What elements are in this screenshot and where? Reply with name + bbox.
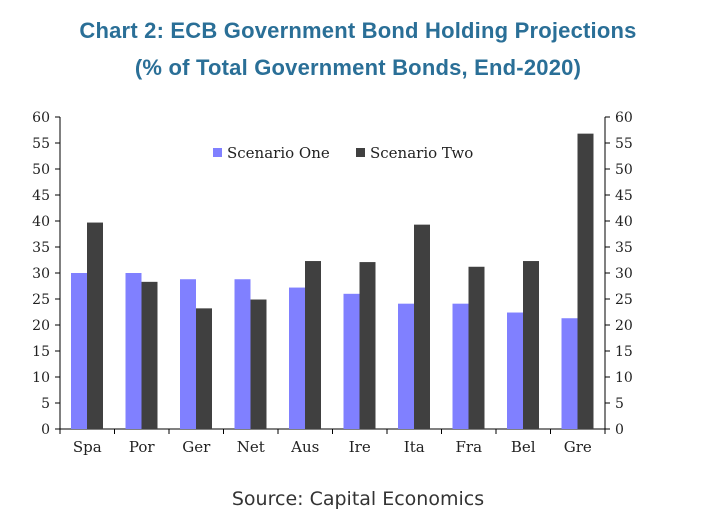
- legend-swatch-scenario-two: [356, 148, 365, 157]
- right-tick-label: 45: [615, 188, 633, 204]
- left-tick-label: 40: [32, 214, 50, 230]
- left-tick-label: 25: [32, 292, 50, 308]
- left-tick-label: 15: [32, 344, 50, 360]
- left-tick-label: 50: [32, 162, 50, 178]
- x-tick-label: Aus: [290, 438, 319, 456]
- right-tick-label: 60: [615, 110, 633, 126]
- bar-scenario-two: [250, 299, 267, 429]
- x-axis: Spa Por Ger Net Aus Ire Ita Fra Bel Gre: [59, 428, 606, 456]
- bar-scenario-two: [141, 281, 158, 429]
- legend-swatch-scenario-one: [213, 148, 222, 157]
- chart-title: Chart 2: ECB Government Bond Holding Pro…: [79, 18, 637, 43]
- bar-scenario-two: [577, 133, 594, 429]
- right-tick-label: 55: [615, 136, 633, 152]
- bar-scenario-one: [398, 303, 414, 429]
- x-tick-label: Ger: [182, 438, 211, 456]
- right-tick-label: 25: [615, 292, 633, 308]
- bar-scenario-two: [305, 261, 321, 429]
- left-tick-label: 20: [32, 318, 50, 334]
- bar-chart: 0 5 10 15 20 25 30 35 40 45 50 55 60 0 5 10 15 20 25 30 35 4…: [32, 110, 633, 456]
- chart-subtitle: (% of Total Government Bonds, End-2020): [134, 55, 582, 80]
- left-tick-label: 60: [32, 110, 50, 126]
- bar-scenario-two: [414, 224, 430, 429]
- bar-scenario-one: [125, 273, 142, 429]
- bar-scenario-two: [523, 261, 539, 429]
- bar-scenario-two: [468, 266, 485, 429]
- x-tick-label: Fra: [455, 438, 482, 456]
- bar-scenario-two: [196, 308, 212, 429]
- right-tick-label: 35: [615, 240, 633, 256]
- source-note: Source: Capital Economics: [231, 488, 485, 510]
- right-tick-label: 40: [615, 214, 633, 230]
- bars: [71, 133, 594, 429]
- left-y-axis: 0 5 10 15 20 25 30 35 40 45 50 55 60: [32, 110, 61, 438]
- x-tick-label: Gre: [564, 438, 592, 456]
- right-tick-label: 5: [615, 396, 624, 412]
- bar-scenario-one: [180, 279, 196, 429]
- bar-scenario-two: [359, 262, 376, 429]
- x-tick-label: Bel: [511, 438, 536, 456]
- bar-scenario-one: [452, 303, 469, 429]
- x-tick-label: Net: [237, 438, 265, 456]
- legend-label-scenario-two: Scenario Two: [370, 144, 473, 162]
- left-tick-label: 55: [32, 136, 50, 152]
- legend: Scenario One Scenario Two: [213, 144, 473, 162]
- legend-label-scenario-one: Scenario One: [227, 144, 330, 162]
- right-tick-label: 50: [615, 162, 633, 178]
- left-tick-label: 35: [32, 240, 50, 256]
- x-tick-label: Por: [129, 438, 156, 456]
- right-y-axis: 0 5 10 15 20 25 30 35 40 45 50 55 60: [604, 110, 633, 438]
- left-tick-label: 45: [32, 188, 50, 204]
- bar-scenario-one: [71, 273, 87, 429]
- x-tick-label: Ita: [404, 438, 425, 456]
- right-tick-label: 0: [615, 422, 624, 438]
- left-tick-label: 30: [32, 266, 50, 282]
- right-tick-label: 15: [615, 344, 633, 360]
- bar-scenario-one: [343, 293, 360, 429]
- bar-scenario-one: [234, 279, 251, 429]
- right-tick-label: 20: [615, 318, 633, 334]
- x-tick-label: Ire: [349, 438, 371, 456]
- bar-scenario-one: [561, 318, 578, 429]
- bar-scenario-two: [87, 222, 103, 429]
- right-tick-label: 30: [615, 266, 633, 282]
- left-tick-label: 5: [41, 396, 50, 412]
- bar-scenario-one: [507, 312, 523, 429]
- bar-scenario-one: [289, 287, 305, 429]
- left-tick-label: 10: [32, 370, 50, 386]
- right-tick-label: 10: [615, 370, 633, 386]
- x-tick-label: Spa: [73, 438, 102, 456]
- left-tick-label: 0: [41, 422, 50, 438]
